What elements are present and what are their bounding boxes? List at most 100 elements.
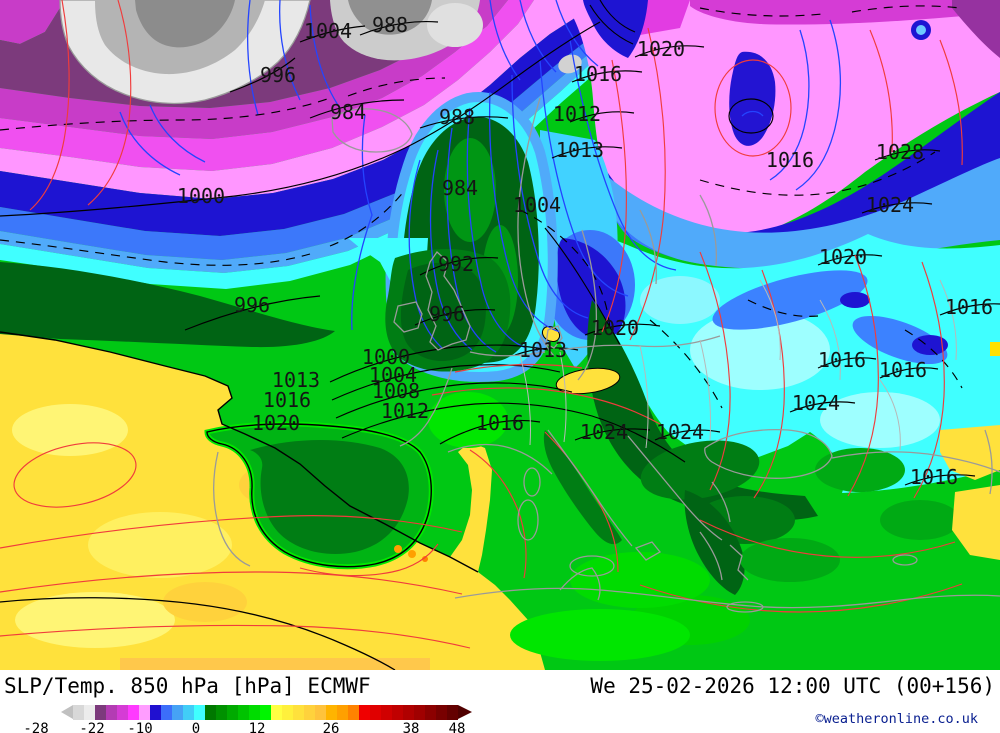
- country-borders: [519, 279, 957, 451]
- region-spain-dark: [250, 439, 409, 554]
- region-ne-lightblue-flank: [600, 158, 1000, 269]
- scale-segment: [194, 705, 205, 720]
- copyright-watermark: ©weatheronline.co.uk: [815, 711, 978, 727]
- contours-black-dashed: [0, 5, 963, 409]
- region-bothnia-darkblue: [556, 238, 626, 340]
- region-alps-yellow: [555, 367, 621, 395]
- region-anatolia-yellow: [952, 485, 1000, 560]
- pressure-label: 1016: [574, 62, 622, 86]
- scale-segment: [392, 705, 403, 720]
- pressure-label: 1004: [513, 193, 561, 217]
- scale-arrow-right: [458, 705, 472, 719]
- coastlines: [213, 97, 1000, 613]
- contours-red: [0, 0, 963, 649]
- scale-segment: [227, 705, 238, 720]
- region-greece-dark: [684, 490, 745, 595]
- scale-tick-label: 38: [402, 721, 420, 733]
- band-cyan: [0, 0, 700, 289]
- region-balkan-dark: [640, 440, 760, 500]
- scale-segment: [348, 705, 359, 720]
- pressure-label: 1016: [818, 348, 866, 372]
- pressure-label: 1013: [519, 338, 567, 362]
- region-eye: [916, 25, 926, 35]
- band-pink: [0, 0, 610, 199]
- region-yellow-light: [15, 592, 175, 648]
- scale-segment: [216, 705, 227, 720]
- pressure-label: 988: [372, 13, 408, 37]
- region-italy-dark: [543, 430, 622, 545]
- scale-segment: [260, 705, 271, 720]
- pressure-label: 984: [442, 176, 478, 200]
- region-ne-purple-corner: [952, 0, 1000, 58]
- region-bright-green: [570, 552, 710, 608]
- region-spain-border: [206, 423, 432, 568]
- scale-segment: [403, 705, 414, 720]
- scale-segment: [282, 705, 293, 720]
- map-title: SLP/Temp. 850 hPa [hPa] ECMWF: [4, 674, 371, 698]
- region-greenland-dark: [135, 0, 235, 48]
- scale-segment: [359, 705, 370, 720]
- contours-black: [0, 0, 1000, 486]
- pressure-label: 996: [260, 63, 296, 87]
- scale-tick-label: 48: [448, 721, 466, 733]
- scale-segment: [73, 705, 84, 720]
- region-pool-blue-streak: [712, 270, 868, 330]
- pressure-label: 1008: [372, 379, 420, 403]
- region-pool-darkblue-bit: [840, 292, 870, 308]
- scale-tick-label: 0: [191, 721, 201, 733]
- pressure-label: 1020: [637, 37, 685, 61]
- pressure-label: 1004: [369, 363, 417, 387]
- region-yellow-deep-bottom: [120, 658, 430, 670]
- scale-tick-label: -22: [79, 721, 105, 733]
- temperature-scale: -28 -22 -10 0 12 26 38 48: [0, 703, 500, 733]
- scale-segment: [161, 705, 172, 720]
- region-east-darkgreen-band: [587, 300, 818, 521]
- region-se-green-patch: [880, 500, 960, 540]
- pressure-label: 992: [438, 252, 474, 276]
- pressure-label: 1020: [819, 245, 867, 269]
- region-se-green-patch: [815, 448, 905, 492]
- scale-segment: [370, 705, 381, 720]
- pressure-label: 1020: [252, 411, 300, 435]
- region-orange-spot: [394, 545, 402, 553]
- scale-segment: [271, 705, 282, 720]
- contours-blue: [119, 0, 842, 353]
- region-atlantic-darkgreen: [0, 262, 335, 348]
- region-cyan-light-patch: [820, 392, 940, 448]
- pressure-label: 984: [330, 100, 366, 124]
- scale-segment: [150, 705, 161, 720]
- scale-segment: [326, 705, 337, 720]
- scale-segment: [183, 705, 194, 720]
- pressure-label: 1024: [792, 391, 840, 415]
- pressure-label: 1016: [910, 465, 958, 489]
- region-yellow-deep: [163, 582, 247, 622]
- scale-segment: [84, 705, 95, 720]
- scale-segment: [293, 705, 304, 720]
- scale-arrow-left: [61, 705, 73, 719]
- scale-segment: [414, 705, 425, 720]
- pressure-label: 1000: [177, 184, 225, 208]
- scale-segment: [315, 705, 326, 720]
- region-yellow-light: [12, 404, 128, 456]
- region-arctic-cap-light: [427, 3, 483, 47]
- pressure-label: 1013: [272, 368, 320, 392]
- pressure-label: 1016: [263, 388, 311, 412]
- region-yellow-light: [88, 512, 232, 578]
- pressure-label: 996: [429, 302, 465, 326]
- region-bright-green: [428, 392, 508, 448]
- pressure-label: 1012: [381, 399, 429, 423]
- band-bright-magenta: [0, 0, 534, 171]
- region-arctic-cap-dark: [348, 0, 432, 35]
- scale-segment: [128, 705, 139, 720]
- scale-segment: [337, 705, 348, 720]
- pressure-label: 988: [439, 105, 475, 129]
- band-blue: [0, 0, 670, 260]
- region-orange-spot: [408, 550, 416, 558]
- scale-segment: [106, 705, 117, 720]
- scale-segment: [425, 705, 436, 720]
- scale-segment: [117, 705, 128, 720]
- pressure-label: 1013: [556, 138, 604, 162]
- scale-segment: [447, 705, 458, 720]
- contour-black-bottom: [0, 597, 396, 670]
